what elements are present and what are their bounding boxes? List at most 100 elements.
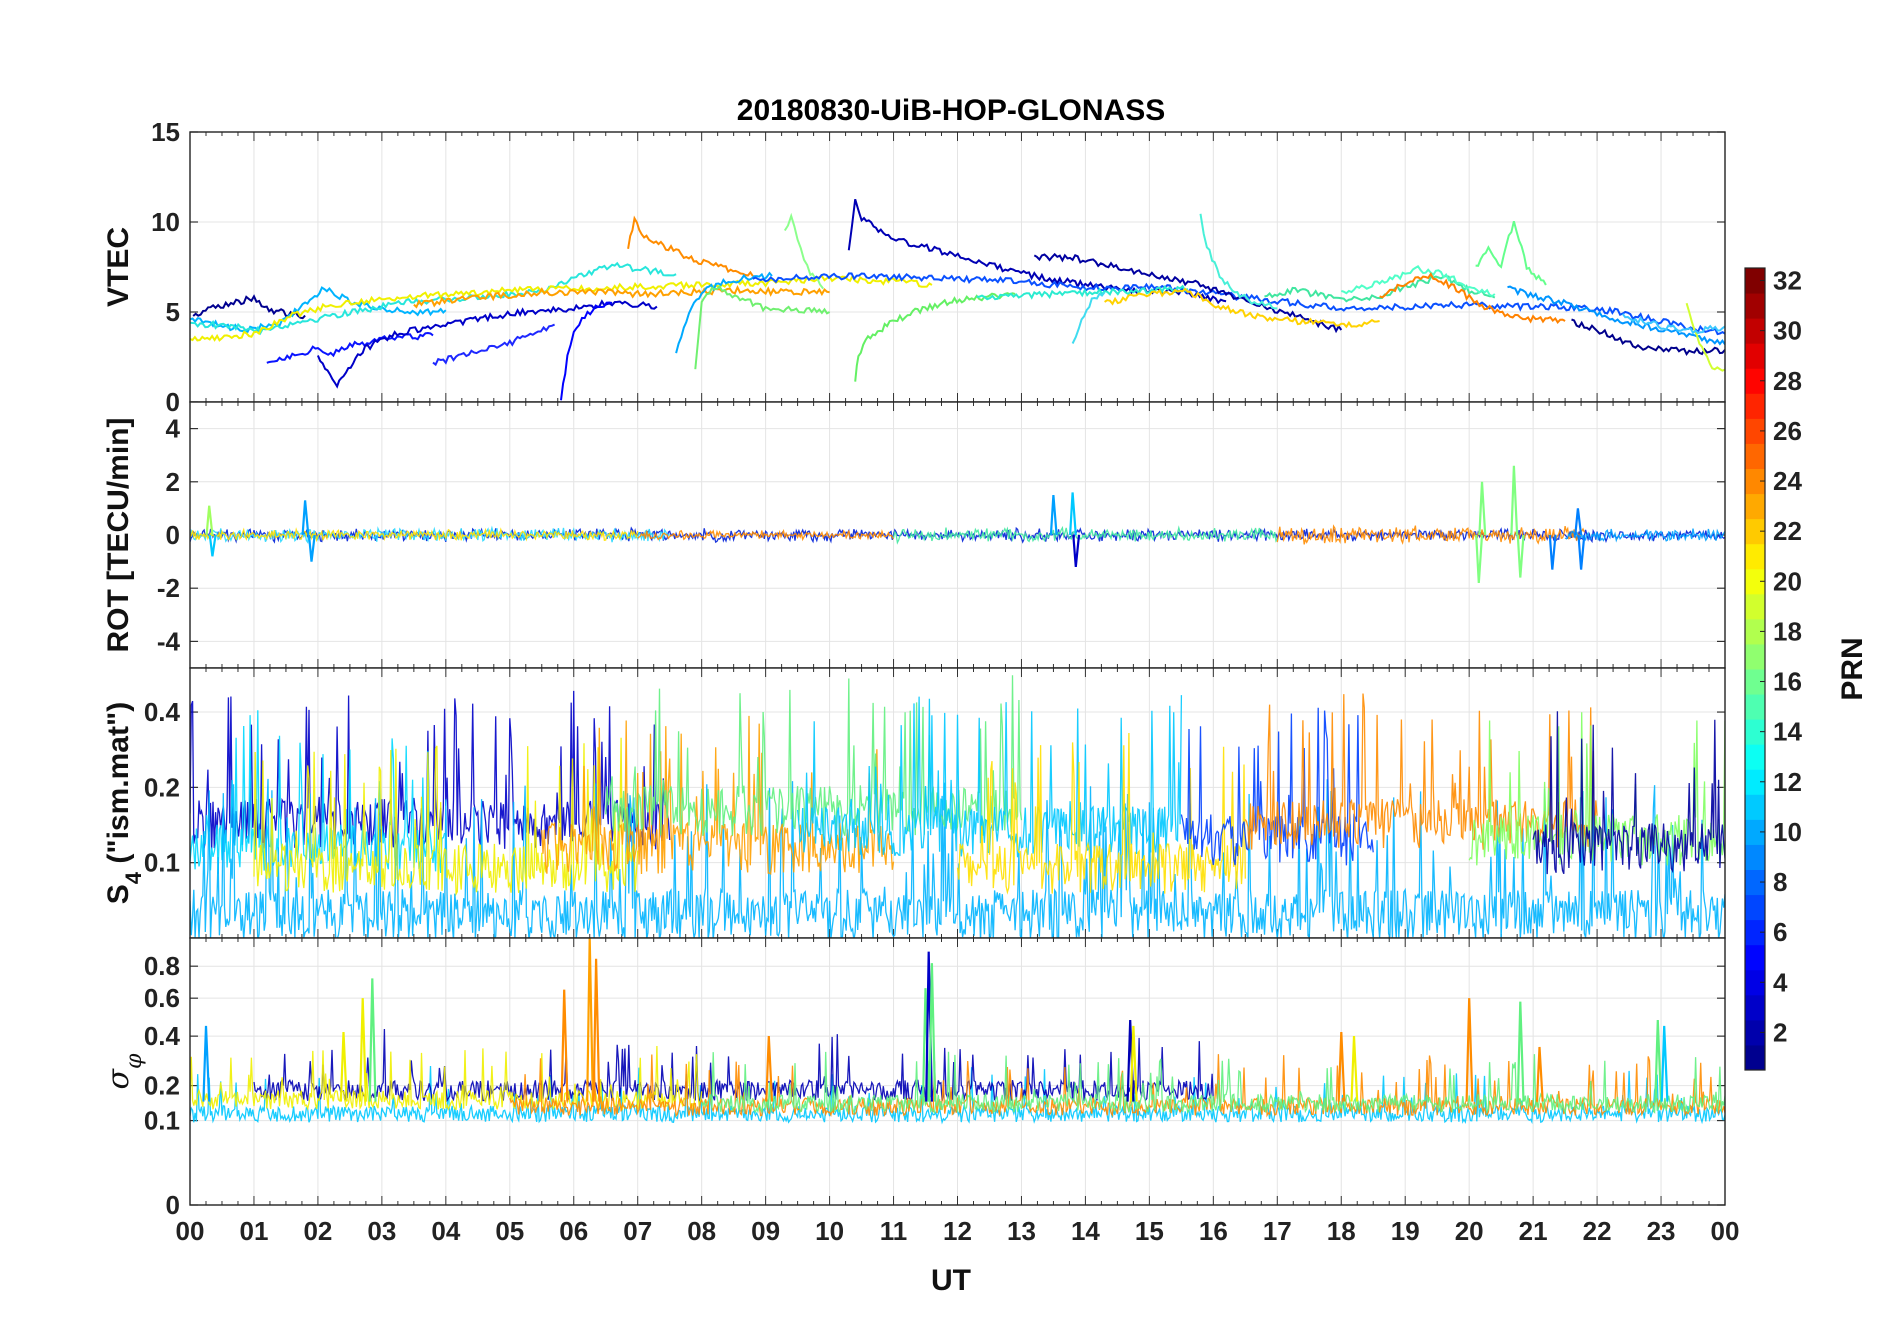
- spike-mark: [205, 505, 214, 536]
- colorbar-tick-label: 26: [1773, 416, 1802, 446]
- noise-trace: [637, 528, 895, 542]
- noise-trace: [190, 710, 446, 874]
- x-tick-label: 13: [1007, 1216, 1036, 1246]
- y-axis-label-main: S: [102, 884, 135, 904]
- data-layer: [190, 675, 1725, 938]
- colorbar-segment: [1745, 894, 1765, 921]
- spike-mark: [1069, 492, 1077, 536]
- vtec-series-line: [1071, 291, 1106, 344]
- spike-mark: [1574, 508, 1583, 536]
- y-tick-label: 0.6: [144, 983, 180, 1013]
- y-axis-label-main: ROT [TECU/min]: [102, 418, 135, 653]
- colorbar-tick-label: 6: [1773, 917, 1787, 947]
- noise-trace: [1564, 528, 1725, 543]
- colorbar-tick-label: 20: [1773, 566, 1802, 596]
- vtec-series-line: [1621, 313, 1725, 335]
- colorbar-segment: [1745, 443, 1765, 469]
- y-axis-label-subscript: 4: [121, 871, 146, 884]
- colorbar-tick-label: 16: [1773, 667, 1802, 697]
- x-tick-label: 04: [431, 1216, 460, 1246]
- spike-mark: [368, 978, 377, 1102]
- colorbar-segment: [1745, 769, 1765, 795]
- y-tick-label: 10: [151, 207, 180, 237]
- y-axis-label-suffix: ("ism.mat"): [102, 702, 135, 872]
- colorbar-segment: [1745, 393, 1765, 419]
- x-axis-label: UT: [931, 1264, 971, 1297]
- spike-mark: [1049, 495, 1058, 536]
- colorbar-segment: [1745, 568, 1765, 595]
- colorbar-segment: [1745, 819, 1765, 845]
- colorbar-segment: [1745, 643, 1765, 670]
- vtec-series-line: [560, 301, 613, 401]
- x-tick-label: 23: [1647, 1216, 1676, 1246]
- colorbar-segment: [1745, 994, 1765, 1021]
- x-axis-ticks: 00 01 02 03 04 05 06 07 08 09 10 11 12 13 14 15 16 17 18 19…: [176, 1216, 1740, 1246]
- colorbar-segment: [1745, 869, 1765, 896]
- vtec-series-line: [1507, 285, 1725, 346]
- x-tick-label: 18: [1327, 1216, 1356, 1246]
- x-tick-label: 02: [303, 1216, 332, 1246]
- vtec-series-line: [675, 271, 773, 354]
- vtec-series-line: [847, 199, 1227, 305]
- colorbar-segment: [1745, 1044, 1765, 1071]
- noise-trace: [701, 1051, 1725, 1115]
- vtec-series-line: [1475, 220, 1547, 286]
- spike-mark: [1660, 1025, 1669, 1102]
- spike-mark: [301, 500, 310, 536]
- x-tick-label: 20: [1455, 1216, 1484, 1246]
- colorbar-segment: [1745, 593, 1765, 620]
- spike-mark: [1516, 1001, 1525, 1102]
- data-layer: [190, 199, 1725, 401]
- y-tick-label: 0: [166, 520, 180, 550]
- y-tick-label: 0.4: [144, 697, 181, 727]
- x-tick-label: 19: [1391, 1216, 1420, 1246]
- colorbar-segment: [1745, 518, 1765, 545]
- noise-trace: [1180, 707, 1374, 866]
- y-axis-label: σφ: [101, 1053, 147, 1089]
- colorbar-tick-label: 32: [1773, 266, 1802, 296]
- spike-mark: [560, 989, 569, 1102]
- vtec-series-line: [413, 285, 830, 309]
- x-tick-label: 08: [687, 1216, 716, 1246]
- spike-mark: [339, 1031, 348, 1102]
- colorbar-segment: [1745, 418, 1765, 444]
- colorbar-segment: [1745, 268, 1765, 294]
- colorbar-label: PRN: [1836, 637, 1869, 700]
- spike-mark: [208, 534, 217, 557]
- colorbar-segment: [1745, 944, 1765, 971]
- y-tick-label: -4: [157, 626, 181, 656]
- colorbar-segment: [1745, 844, 1765, 870]
- y-tick-label: 4: [166, 414, 181, 444]
- spike-mark: [1478, 481, 1487, 536]
- colorbar-segment: [1745, 493, 1765, 520]
- data-layer: [190, 465, 1725, 583]
- panel-frame: [189, 937, 1726, 1206]
- vtec-series-line: [627, 215, 754, 277]
- colorbar-segment: [1745, 744, 1765, 770]
- noise-trace: [190, 527, 639, 543]
- y-tick-label: 0.4: [144, 1021, 181, 1051]
- noise-trace: [190, 690, 671, 850]
- vtec-series-line: [1199, 213, 1278, 310]
- vtec-series-line: [1104, 287, 1380, 329]
- colorbar-segment: [1745, 794, 1765, 820]
- colorbar-segment: [1745, 694, 1765, 720]
- x-tick-label: 00: [1711, 1216, 1740, 1246]
- y-axis-label-main: VTEC: [102, 227, 135, 307]
- y-axis-label: S4 ("ism.mat"): [102, 702, 146, 904]
- spike-mark: [586, 938, 594, 1102]
- vtec-series-line: [1341, 264, 1496, 298]
- spike-mark: [1129, 1025, 1138, 1102]
- noise-trace: [190, 1045, 703, 1111]
- vtec-series-line: [976, 284, 1189, 301]
- x-tick-label: 07: [623, 1216, 652, 1246]
- vtec-series-line: [432, 323, 555, 367]
- x-tick-label: 17: [1263, 1216, 1292, 1246]
- x-tick-label: 21: [1519, 1216, 1548, 1246]
- y-tick-label: 0.1: [144, 1106, 180, 1136]
- colorbar-tick-label: 30: [1773, 316, 1802, 346]
- x-tick-label: 00: [176, 1216, 205, 1246]
- vtec-panel: 0 5 10 15 VTEC: [102, 117, 1726, 417]
- spike-mark: [1654, 1019, 1663, 1102]
